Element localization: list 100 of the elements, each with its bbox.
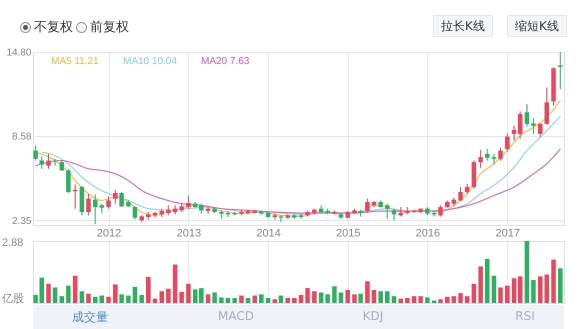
- bar: [505, 286, 510, 303]
- bar: [52, 288, 58, 303]
- text: 2.88: [2, 237, 24, 249]
- bar: [305, 288, 310, 303]
- bar: [86, 294, 91, 303]
- candlestick: [166, 204, 171, 216]
- bar: [318, 292, 324, 303]
- text: 成交量: [72, 309, 108, 326]
- y-tick-label: 8.58: [12, 132, 32, 143]
- bar: [464, 296, 470, 303]
- bar: [106, 296, 111, 303]
- candlestick: [113, 189, 118, 204]
- text: MA10 10.04: [123, 56, 178, 67]
- bar: [132, 286, 138, 303]
- bar: [312, 291, 317, 303]
- line-series: [41, 116, 561, 215]
- candlestick: [132, 206, 138, 220]
- candlestick: [478, 149, 483, 168]
- candlestick: [46, 153, 51, 170]
- bar: [285, 298, 290, 303]
- candlestick: [172, 204, 178, 215]
- bar: [325, 294, 330, 303]
- candlestick: [498, 147, 503, 162]
- candlestick: [438, 204, 443, 217]
- bar: [92, 296, 98, 303]
- bar: [146, 276, 150, 303]
- bar: [372, 290, 376, 303]
- bar: [405, 298, 410, 303]
- x-tick-label: 2016: [416, 228, 440, 240]
- text: MA5 11.21: [51, 56, 100, 67]
- bar: [272, 299, 278, 303]
- candlestick: [398, 206, 403, 217]
- text: RSI: [515, 309, 535, 323]
- candlestick: [186, 194, 191, 210]
- bar: [298, 294, 304, 303]
- bar: [524, 241, 530, 303]
- bar: [46, 284, 51, 303]
- bar: [179, 292, 184, 303]
- y-tick-label: 14.80: [6, 48, 32, 58]
- bar: [166, 288, 171, 303]
- x-tick-label: 2017: [496, 228, 520, 240]
- candlestick: [558, 52, 563, 90]
- x-tick-label: 2012: [96, 228, 122, 240]
- bar: [100, 296, 104, 303]
- candlestick: [484, 148, 490, 162]
- bar: [444, 296, 450, 303]
- bar: [392, 296, 396, 303]
- bar: [472, 284, 476, 303]
- bar: [139, 294, 144, 303]
- bar: [338, 292, 344, 303]
- bar: [352, 294, 357, 303]
- bar: [558, 268, 563, 303]
- text: MA20 7.63: [201, 56, 250, 67]
- bar: [66, 286, 71, 303]
- bar: [172, 264, 178, 303]
- bar: [332, 286, 337, 303]
- bar: [278, 296, 284, 303]
- text: 缩短K线: [507, 15, 567, 37]
- candlestick: [92, 194, 98, 225]
- candlestick: [492, 153, 496, 165]
- bar: [412, 296, 416, 303]
- candlestick: [60, 160, 64, 171]
- candlestick: [392, 208, 396, 221]
- bar: [458, 293, 463, 303]
- bar: [72, 276, 78, 303]
- candlestick: [86, 193, 91, 216]
- bar: [438, 299, 443, 303]
- bar: [378, 291, 383, 303]
- x-tick-label: 2015: [336, 228, 360, 240]
- bar: [152, 298, 158, 303]
- y-axis-title: 亿股: [2, 292, 24, 306]
- x-tick-label: 2014: [256, 228, 281, 240]
- candlestick: [66, 168, 71, 194]
- bar: [398, 298, 403, 303]
- bar: [226, 298, 230, 303]
- bar: [498, 288, 503, 303]
- bar: [119, 294, 124, 303]
- bar: [212, 292, 217, 303]
- bar: [239, 296, 244, 303]
- bar: [206, 294, 210, 303]
- bar: [259, 294, 264, 303]
- text: KDJ: [362, 309, 384, 323]
- candlestick: [119, 192, 124, 208]
- text: MACD: [218, 309, 254, 323]
- candlestick: [544, 86, 550, 126]
- bar: [80, 291, 84, 303]
- candlestick: [524, 104, 530, 128]
- bar: [478, 266, 483, 303]
- bar: [551, 260, 556, 303]
- bar: [452, 296, 456, 303]
- bar: [492, 276, 496, 303]
- bar: [384, 291, 390, 303]
- bar: [484, 258, 490, 303]
- candlestick: [39, 156, 44, 170]
- text: 拉长K线: [433, 15, 493, 37]
- bar: [186, 284, 191, 303]
- bar: [113, 284, 118, 303]
- bar: [160, 291, 164, 303]
- bar: [418, 296, 423, 303]
- y-tick-label: 2.35: [12, 216, 32, 227]
